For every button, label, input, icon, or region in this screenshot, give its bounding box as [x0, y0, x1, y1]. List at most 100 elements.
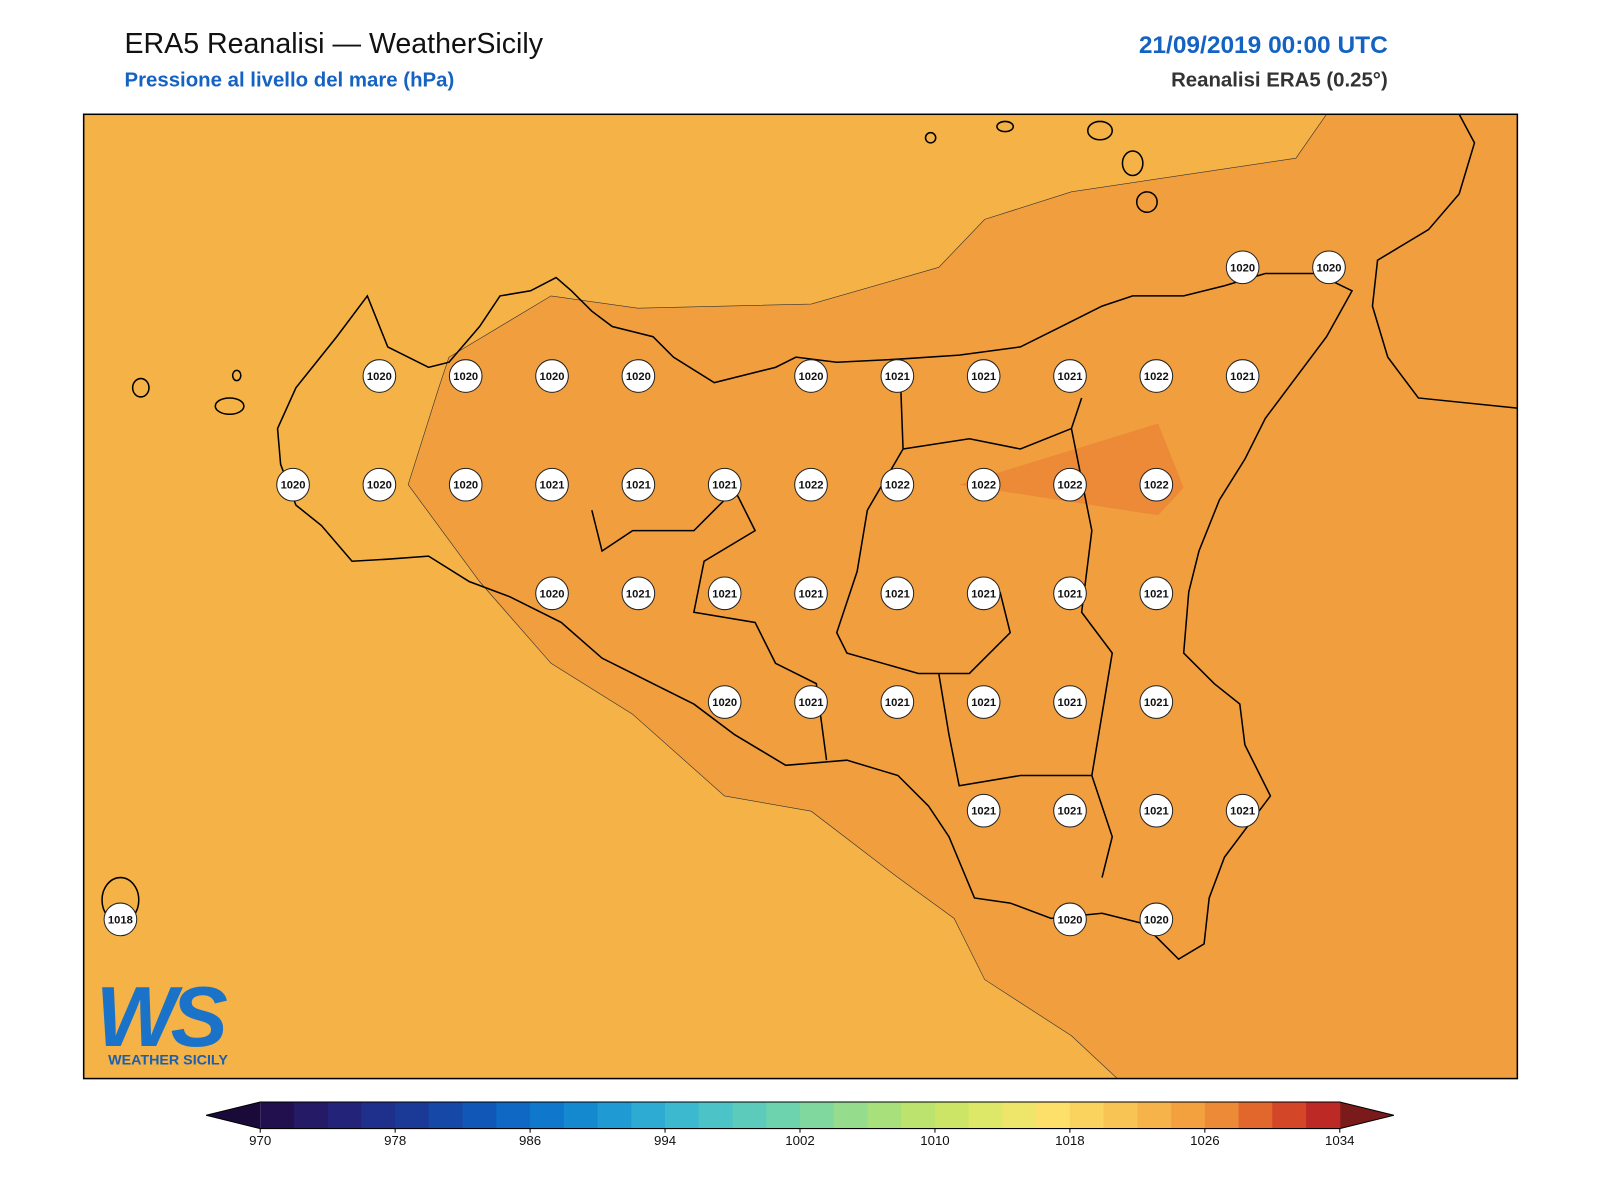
station-value: 1020 — [799, 371, 824, 383]
station-value: 1021 — [540, 480, 565, 492]
colorbar-band — [698, 1102, 734, 1129]
colorbar-band — [395, 1102, 430, 1129]
station-value: 1021 — [1144, 806, 1169, 818]
station-marker — [535, 467, 569, 502]
station-value: 1021 — [1058, 371, 1083, 383]
station-marker — [621, 576, 656, 611]
colorbar-band — [1272, 1102, 1307, 1129]
station-value: 1021 — [1230, 371, 1255, 383]
station-marker — [535, 359, 569, 393]
date: 21/09/2019 00:00 UTC — [1139, 32, 1388, 59]
station-marker — [880, 359, 915, 393]
colorbar-band — [1137, 1102, 1172, 1129]
subtitle: Pressione al livello del mare (hPa) — [124, 70, 454, 92]
station-value: 1020 — [540, 371, 565, 383]
colorbar-band — [766, 1102, 801, 1129]
station-marker — [103, 902, 138, 937]
colorbar-band — [530, 1102, 565, 1129]
station-value: 1018 — [108, 914, 133, 926]
station-value: 1021 — [1058, 697, 1083, 709]
station-marker — [880, 467, 915, 502]
station-marker — [621, 467, 656, 502]
station-marker — [1139, 793, 1174, 828]
station-value: 1021 — [712, 588, 737, 600]
colorbar-band — [1238, 1102, 1273, 1129]
station-value: 1022 — [1144, 371, 1169, 383]
station-value: 1021 — [1230, 806, 1255, 818]
colorbar-band — [901, 1102, 936, 1129]
station-marker — [880, 576, 915, 611]
station-value: 1020 — [712, 697, 737, 709]
station-marker — [707, 576, 742, 611]
station-marker — [1053, 576, 1087, 611]
logo-caption: WEATHER SICILY — [108, 1052, 228, 1068]
colorbar-tick-label: 994 — [654, 1133, 676, 1148]
station-marker — [966, 685, 1001, 719]
colorbar-band — [1036, 1102, 1071, 1129]
colorbar-tick-label: 986 — [519, 1133, 541, 1148]
station-value: 1021 — [885, 697, 910, 709]
station-value: 1021 — [799, 588, 824, 600]
station-value: 1020 — [1058, 914, 1083, 926]
station-value: 1021 — [971, 371, 996, 383]
colorbar-band — [1306, 1102, 1341, 1129]
colorbar-band — [833, 1102, 868, 1129]
colorbar-band — [293, 1102, 329, 1129]
station-value: 1020 — [540, 588, 565, 600]
station-marker — [448, 467, 483, 502]
colorbar-band — [260, 1102, 295, 1129]
station-value: 1022 — [971, 480, 996, 492]
colorbar-band — [1204, 1102, 1240, 1129]
colorbar-band — [563, 1102, 599, 1129]
colorbar-band — [1069, 1102, 1105, 1129]
station-value: 1021 — [885, 371, 910, 383]
station-value: 1021 — [971, 806, 996, 818]
station-value: 1020 — [453, 371, 478, 383]
station-marker — [535, 576, 569, 611]
station-marker — [1312, 250, 1346, 285]
station-value: 1021 — [712, 480, 737, 492]
colorbar-band — [665, 1102, 700, 1129]
station-value: 1021 — [1144, 697, 1169, 709]
coastline — [101, 114, 1518, 961]
station-marker — [276, 467, 310, 502]
colorbar-tick-label: 1034 — [1325, 1133, 1354, 1148]
colorbar-band — [934, 1102, 970, 1129]
station-marker — [794, 576, 828, 611]
colorbar-tick-label: 1018 — [1055, 1133, 1084, 1148]
station-value: 1021 — [885, 588, 910, 600]
station-value: 1021 — [1144, 588, 1169, 600]
colorbar-band — [496, 1102, 531, 1129]
station-value: 1022 — [1058, 480, 1083, 492]
colorbar-band — [968, 1102, 1003, 1129]
station-value: 1020 — [453, 480, 478, 492]
station-value: 1020 — [626, 371, 651, 383]
station-marker — [1225, 359, 1260, 393]
colorbar-band — [800, 1102, 835, 1129]
station-marker — [966, 359, 1001, 393]
station-marker — [362, 359, 397, 393]
source: Reanalisi ERA5 (0.25°) — [1171, 70, 1388, 92]
colorbar-band — [327, 1102, 362, 1129]
colorbar-under — [206, 1102, 261, 1129]
station-value: 1022 — [1144, 480, 1169, 492]
station-value: 1020 — [281, 480, 306, 492]
colorbar-band — [1103, 1102, 1138, 1129]
station-marker — [1225, 793, 1260, 828]
station-marker — [1139, 467, 1174, 502]
station-value: 1022 — [885, 480, 910, 492]
colorbar: 970 978 986 994 1002 1010 1018 1026 1034 — [206, 1101, 1394, 1148]
title: ERA5 Reanalisi — WeatherSicily — [124, 28, 543, 60]
station-marker — [362, 467, 397, 502]
station-value: 1020 — [367, 480, 392, 492]
station-value: 1021 — [799, 697, 824, 709]
station-marker — [1225, 250, 1260, 285]
station-marker — [1053, 685, 1087, 719]
colorbar-tick-label: 970 — [249, 1133, 271, 1148]
map-frame — [82, 113, 1519, 1080]
station-marker — [1053, 793, 1087, 828]
station-value: 1021 — [1058, 806, 1083, 818]
colorbar-band — [428, 1102, 464, 1129]
